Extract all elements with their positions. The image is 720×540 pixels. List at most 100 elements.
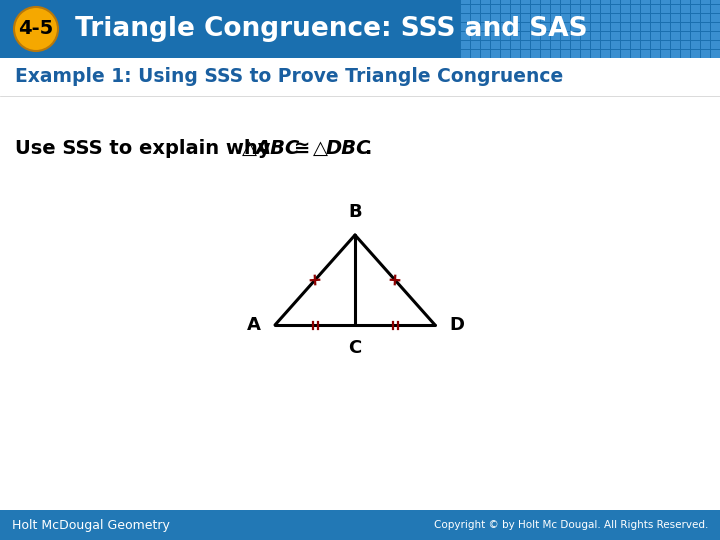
FancyBboxPatch shape [570, 23, 580, 30]
FancyBboxPatch shape [510, 31, 520, 39]
FancyBboxPatch shape [621, 4, 629, 12]
FancyBboxPatch shape [570, 40, 580, 49]
FancyBboxPatch shape [660, 0, 670, 3]
FancyBboxPatch shape [631, 31, 639, 39]
Text: △: △ [242, 138, 257, 158]
FancyBboxPatch shape [560, 4, 570, 12]
Text: ≅: ≅ [294, 138, 310, 158]
FancyBboxPatch shape [570, 31, 580, 39]
FancyBboxPatch shape [480, 14, 490, 22]
FancyBboxPatch shape [680, 0, 690, 3]
FancyBboxPatch shape [470, 31, 480, 39]
FancyBboxPatch shape [470, 0, 480, 3]
FancyBboxPatch shape [531, 23, 539, 30]
FancyBboxPatch shape [650, 31, 660, 39]
Text: D: D [449, 316, 464, 334]
FancyBboxPatch shape [470, 14, 480, 22]
FancyBboxPatch shape [611, 23, 619, 30]
FancyBboxPatch shape [670, 4, 680, 12]
FancyBboxPatch shape [461, 40, 469, 49]
FancyBboxPatch shape [711, 4, 719, 12]
FancyBboxPatch shape [701, 23, 709, 30]
FancyBboxPatch shape [461, 31, 469, 39]
FancyBboxPatch shape [490, 0, 500, 3]
FancyBboxPatch shape [660, 4, 670, 12]
FancyBboxPatch shape [650, 50, 660, 57]
FancyBboxPatch shape [711, 50, 719, 57]
FancyBboxPatch shape [461, 0, 469, 3]
FancyBboxPatch shape [611, 14, 619, 22]
FancyBboxPatch shape [490, 50, 500, 57]
FancyBboxPatch shape [701, 50, 709, 57]
FancyBboxPatch shape [621, 40, 629, 49]
FancyBboxPatch shape [680, 31, 690, 39]
FancyBboxPatch shape [621, 14, 629, 22]
FancyBboxPatch shape [490, 31, 500, 39]
FancyBboxPatch shape [600, 4, 610, 12]
FancyBboxPatch shape [500, 4, 510, 12]
FancyBboxPatch shape [680, 23, 690, 30]
FancyBboxPatch shape [631, 50, 639, 57]
FancyBboxPatch shape [570, 14, 580, 22]
FancyBboxPatch shape [660, 31, 670, 39]
FancyBboxPatch shape [541, 31, 549, 39]
FancyBboxPatch shape [621, 31, 629, 39]
FancyBboxPatch shape [541, 23, 549, 30]
FancyBboxPatch shape [600, 31, 610, 39]
FancyBboxPatch shape [521, 50, 529, 57]
FancyBboxPatch shape [551, 31, 559, 39]
FancyBboxPatch shape [590, 50, 600, 57]
FancyBboxPatch shape [570, 50, 580, 57]
FancyBboxPatch shape [490, 4, 500, 12]
FancyBboxPatch shape [701, 0, 709, 3]
FancyBboxPatch shape [570, 4, 580, 12]
FancyBboxPatch shape [560, 23, 570, 30]
FancyBboxPatch shape [480, 4, 490, 12]
FancyBboxPatch shape [510, 4, 520, 12]
FancyBboxPatch shape [600, 23, 610, 30]
Text: Triangle Congruence: SSS and SAS: Triangle Congruence: SSS and SAS [66, 16, 588, 42]
FancyBboxPatch shape [641, 50, 649, 57]
FancyBboxPatch shape [580, 40, 590, 49]
FancyBboxPatch shape [531, 4, 539, 12]
FancyBboxPatch shape [480, 31, 490, 39]
FancyBboxPatch shape [650, 14, 660, 22]
FancyBboxPatch shape [680, 14, 690, 22]
FancyBboxPatch shape [480, 23, 490, 30]
Text: A: A [247, 316, 261, 334]
Text: C: C [348, 339, 361, 357]
Text: Use SSS to explain why: Use SSS to explain why [15, 138, 277, 158]
FancyBboxPatch shape [470, 50, 480, 57]
FancyBboxPatch shape [480, 0, 490, 3]
FancyBboxPatch shape [670, 40, 680, 49]
FancyBboxPatch shape [590, 40, 600, 49]
FancyBboxPatch shape [551, 50, 559, 57]
FancyBboxPatch shape [641, 23, 649, 30]
FancyBboxPatch shape [701, 14, 709, 22]
FancyBboxPatch shape [621, 50, 629, 57]
FancyBboxPatch shape [490, 40, 500, 49]
FancyBboxPatch shape [541, 4, 549, 12]
FancyBboxPatch shape [500, 40, 510, 49]
FancyBboxPatch shape [470, 40, 480, 49]
FancyBboxPatch shape [461, 23, 469, 30]
FancyBboxPatch shape [551, 40, 559, 49]
FancyBboxPatch shape [551, 23, 559, 30]
FancyBboxPatch shape [590, 0, 600, 3]
FancyBboxPatch shape [631, 23, 639, 30]
FancyBboxPatch shape [480, 40, 490, 49]
FancyBboxPatch shape [560, 31, 570, 39]
FancyBboxPatch shape [670, 14, 680, 22]
FancyBboxPatch shape [580, 4, 590, 12]
FancyBboxPatch shape [580, 50, 590, 57]
FancyBboxPatch shape [641, 0, 649, 3]
FancyBboxPatch shape [680, 50, 690, 57]
FancyBboxPatch shape [670, 0, 680, 3]
FancyBboxPatch shape [500, 14, 510, 22]
FancyBboxPatch shape [590, 14, 600, 22]
FancyBboxPatch shape [600, 40, 610, 49]
FancyBboxPatch shape [660, 40, 670, 49]
FancyBboxPatch shape [500, 31, 510, 39]
FancyBboxPatch shape [580, 31, 590, 39]
FancyBboxPatch shape [541, 0, 549, 3]
